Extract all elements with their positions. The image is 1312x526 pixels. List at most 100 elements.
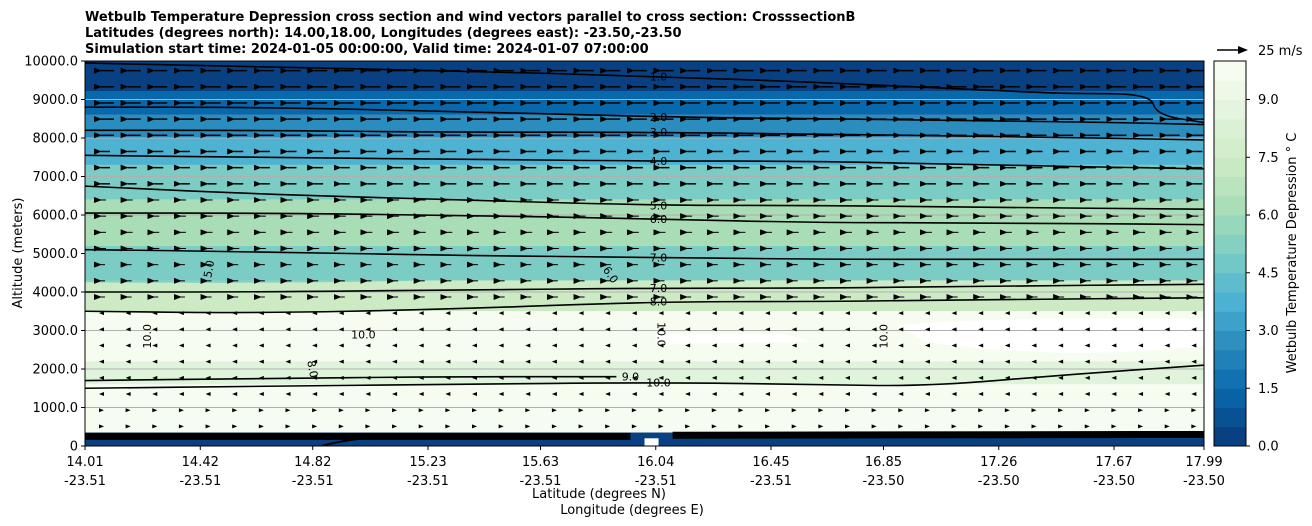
- contour-line-3: [85, 154, 1204, 170]
- x-tick-lon-6: -23.51: [750, 474, 792, 489]
- wind-vector-head: [605, 375, 611, 380]
- wind-vector-head: [125, 408, 131, 413]
- colorbar-tick-label-4: 6.0: [1258, 209, 1279, 224]
- wind-vector-head: [1031, 327, 1037, 332]
- wind-vector-head: [1031, 392, 1037, 397]
- wind-vector-head: [791, 375, 797, 380]
- wind-vector-head: [1084, 327, 1090, 332]
- contour-label-1: 2.0: [650, 111, 668, 124]
- wind-vector-head: [1111, 327, 1117, 332]
- wind-vector-head: [525, 408, 531, 413]
- wind-vector-head: [1004, 311, 1010, 316]
- wind-vector-head: [551, 311, 557, 316]
- wind-vector-head: [471, 327, 477, 332]
- wind-vector-head: [285, 424, 291, 429]
- wind-vector-head: [1084, 424, 1090, 429]
- wind-vector-head: [152, 424, 158, 429]
- wind-vector-head: [711, 408, 717, 413]
- x-tick-lat-10: 17.99: [1185, 455, 1222, 470]
- wind-vector-head: [1111, 408, 1117, 413]
- contour-label-group-5: 6.0: [650, 213, 668, 226]
- colorbar-segment-5: [1214, 330, 1246, 351]
- wind-vector-head: [418, 375, 424, 380]
- wind-vector-head: [844, 424, 850, 429]
- wind-vector-head: [924, 408, 930, 413]
- contour-line-0: [85, 62, 1204, 124]
- x-tick-lat-5: 16.04: [637, 455, 674, 470]
- wind-vector-head: [152, 408, 158, 413]
- contour-line-6: [85, 248, 1204, 261]
- wind-vector-head: [1164, 311, 1170, 316]
- wind-vector-head: [178, 311, 184, 316]
- wind-vector-head: [1084, 343, 1090, 348]
- wind-vector-head: [685, 311, 691, 316]
- contour-line-surface: [85, 430, 1204, 440]
- wind-vector-head: [365, 392, 371, 397]
- wind-vector-head: [711, 424, 717, 429]
- wind-vector-head: [258, 408, 264, 413]
- colorbar-segment-14: [1214, 157, 1246, 177]
- colorbar-segment-13: [1214, 176, 1246, 197]
- contour-label-group-4: 5.0: [650, 199, 668, 212]
- wind-vector-head: [844, 311, 850, 316]
- wind-vector-head: [1191, 424, 1197, 429]
- wind-vector-head: [685, 392, 691, 397]
- wind-vector-head: [498, 408, 504, 413]
- wind-vector-head: [818, 392, 824, 397]
- wind-vector-head: [871, 408, 877, 413]
- colorbar-segment-19: [1214, 61, 1246, 81]
- contour-line-5: [85, 212, 1204, 226]
- x-axis-ticks: 14.01 -23.51 14.42 -23.51 14.82 -23.51 15.23 -2…: [64, 446, 1225, 489]
- wind-vector-head: [285, 375, 291, 380]
- wind-vector-head: [1164, 327, 1170, 332]
- wind-vector-head: [525, 375, 531, 380]
- wind-vector-head: [1058, 343, 1064, 348]
- wind-vector-head: [365, 311, 371, 316]
- wind-vector-head: [232, 311, 238, 316]
- wind-vector-head: [1138, 424, 1144, 429]
- wind-vector-head: [1111, 392, 1117, 397]
- wind-vector-head: [1031, 408, 1037, 413]
- wind-vector-head: [392, 392, 398, 397]
- wind-vector-head: [978, 408, 984, 413]
- wind-vector-head: [685, 375, 691, 380]
- wind-vector-head: [1084, 311, 1090, 316]
- wind-vector-head: [418, 392, 424, 397]
- wind-vector-head: [578, 392, 584, 397]
- x-tick-lon-0: -23.51: [64, 474, 106, 489]
- wind-vector-head: [711, 392, 717, 397]
- colorbar-segment-3: [1214, 369, 1246, 389]
- wind-vector-head: [98, 359, 104, 364]
- y-tick-label-5: 5000.0: [33, 247, 79, 262]
- fill-band-2: [85, 114, 1204, 138]
- colorbar-segment-17: [1214, 99, 1246, 120]
- wind-vector-head: [98, 311, 104, 316]
- wind-vector-head: [418, 343, 424, 348]
- wind-vector-head: [1031, 311, 1037, 316]
- wind-vector-head: [658, 327, 664, 332]
- wind-vector-head: [1004, 424, 1010, 429]
- wind-vector-head: [98, 375, 104, 380]
- wind-vector-head: [1058, 392, 1064, 397]
- wind-vector-head: [178, 392, 184, 397]
- wind-vector-head: [98, 408, 104, 413]
- wind-vector-head: [738, 424, 744, 429]
- wind-vector-head: [658, 311, 664, 316]
- wind-vector-head: [631, 375, 637, 380]
- x-tick-lat-6: 16.45: [752, 455, 789, 470]
- wind-vector-head: [844, 343, 850, 348]
- wind-vector-head: [312, 408, 318, 413]
- wind-vector-head: [498, 327, 504, 332]
- wind-vector-head: [738, 408, 744, 413]
- wind-vector-head: [338, 375, 344, 380]
- wind-vector-head: [871, 311, 877, 316]
- y-tick-label-3: 3000.0: [33, 324, 79, 339]
- wind-vector-head: [498, 375, 504, 380]
- x-tick-lon-2: -23.51: [292, 474, 334, 489]
- wind-vector-head: [125, 311, 131, 316]
- colorbar: [1214, 61, 1246, 447]
- contour-label-0: 1.0: [650, 70, 668, 83]
- wind-vector-head: [152, 359, 158, 364]
- colorbar-segment-0: [1214, 426, 1246, 447]
- wind-vector-head: [978, 424, 984, 429]
